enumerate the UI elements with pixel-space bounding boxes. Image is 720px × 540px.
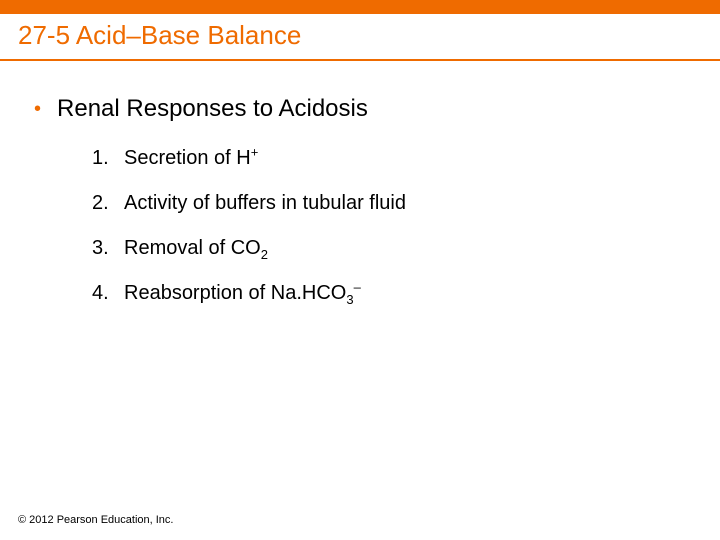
title-area: 27-5 Acid–Base Balance	[0, 14, 720, 61]
list-number: 4.	[92, 282, 114, 305]
bullet-dot-icon: •	[34, 95, 41, 123]
list-text-pre: Removal of CO	[124, 237, 261, 259]
list-text: Reabsorption of Na.HCO3–	[124, 282, 361, 305]
list-text: Secretion of H+	[124, 147, 258, 170]
list-number: 1.	[92, 147, 114, 170]
list-text-sup: +	[251, 144, 259, 159]
list-text: Removal of CO2	[124, 237, 268, 260]
list-text-pre: Secretion of H	[124, 147, 251, 169]
main-bullet-text: Renal Responses to Acidosis	[57, 95, 368, 123]
list-text-sub: 2	[261, 247, 268, 262]
list-number: 2.	[92, 192, 114, 215]
list-item: 3. Removal of CO2	[92, 237, 720, 260]
list-text-pre: Activity of buffers in tubular fluid	[124, 192, 406, 214]
list-text-sub: 3	[346, 292, 353, 307]
list-item: 2. Activity of buffers in tubular fluid	[92, 192, 720, 215]
copyright-text: © 2012 Pearson Education, Inc.	[18, 514, 173, 526]
top-accent-bar	[0, 0, 720, 14]
numbered-list: 1. Secretion of H+ 2. Activity of buffer…	[34, 147, 720, 305]
list-number: 3.	[92, 237, 114, 260]
slide: 27-5 Acid–Base Balance • Renal Responses…	[0, 0, 720, 540]
main-bullet: • Renal Responses to Acidosis	[34, 95, 720, 123]
list-item: 1. Secretion of H+	[92, 147, 720, 170]
list-item: 4. Reabsorption of Na.HCO3–	[92, 282, 720, 305]
content-area: • Renal Responses to Acidosis 1. Secreti…	[0, 61, 720, 305]
list-text-sup: –	[354, 279, 361, 294]
list-text: Activity of buffers in tubular fluid	[124, 192, 406, 215]
slide-title: 27-5 Acid–Base Balance	[18, 20, 720, 51]
list-text-pre: Reabsorption of Na.HCO	[124, 282, 346, 304]
